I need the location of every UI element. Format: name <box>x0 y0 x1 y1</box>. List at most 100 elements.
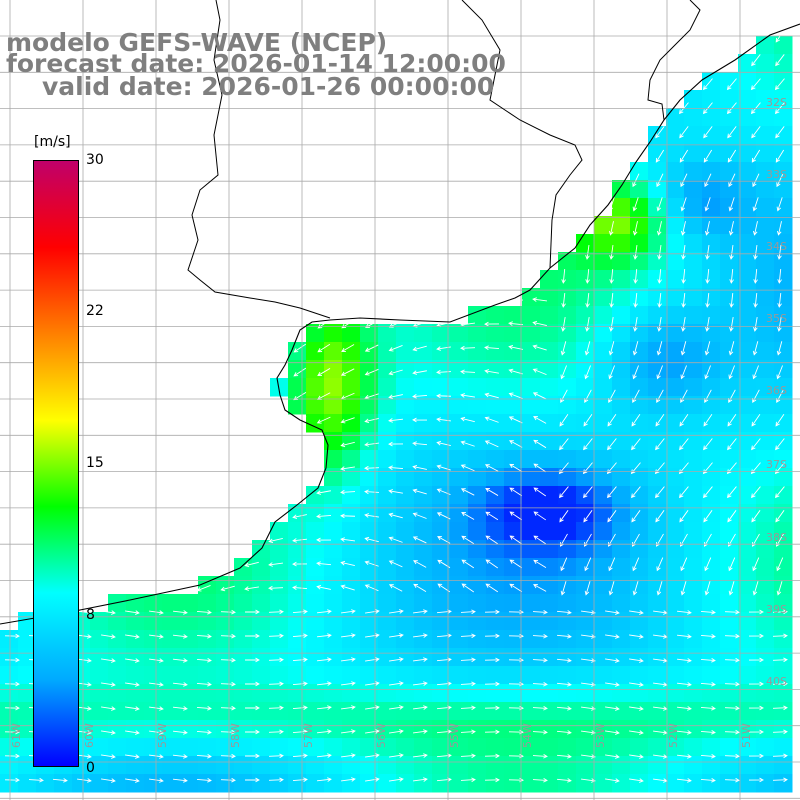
wind-cell <box>252 612 271 631</box>
wind-cell <box>630 612 649 631</box>
wind-arrow <box>341 705 356 710</box>
wind-arrow <box>748 729 764 735</box>
wind-cell <box>324 576 343 595</box>
wind-cell <box>234 738 253 757</box>
wind-cell <box>738 648 757 667</box>
wind-cell <box>666 522 685 541</box>
wind-cell <box>558 486 577 505</box>
wind-cell <box>306 738 325 757</box>
wind-cell <box>738 54 757 73</box>
wind-cell <box>756 198 775 217</box>
wind-cell <box>486 324 505 343</box>
wind-arrow <box>700 633 716 639</box>
wind-cell <box>252 774 271 793</box>
wind-arrow <box>532 633 548 639</box>
wind-cell <box>756 342 775 361</box>
wind-cell <box>450 486 469 505</box>
wind-arrow <box>460 345 476 351</box>
wind-arrow <box>508 392 523 399</box>
wind-cell <box>756 108 775 127</box>
wind-cell <box>648 612 667 631</box>
wind-arrow <box>581 730 596 735</box>
wind-cell <box>432 396 451 415</box>
wind-cell <box>576 540 595 559</box>
wind-arrow <box>125 730 140 735</box>
wind-arrow <box>751 126 761 139</box>
wind-cell <box>396 558 415 577</box>
wind-cell <box>684 684 703 703</box>
wind-cell <box>558 594 577 613</box>
wind-cell <box>378 738 397 757</box>
wind-arrow <box>364 368 379 376</box>
wind-cell <box>558 612 577 631</box>
wind-speed-field <box>0 36 793 793</box>
wind-cell <box>378 558 397 577</box>
wind-cell <box>720 90 739 109</box>
wind-cell <box>684 342 703 361</box>
wind-cell <box>612 666 631 685</box>
wind-cell <box>738 450 757 469</box>
wind-cell <box>576 666 595 685</box>
wind-arrow <box>388 418 404 423</box>
wind-cell <box>324 522 343 541</box>
wind-cell <box>486 720 505 739</box>
wind-arrow <box>585 292 590 308</box>
wind-cell <box>630 162 649 181</box>
wind-cell <box>558 666 577 685</box>
wind-arrow <box>508 345 523 350</box>
wind-arrow <box>484 392 499 399</box>
wind-cell <box>594 396 613 415</box>
wind-arrow <box>704 197 711 212</box>
wind-cell <box>450 720 469 739</box>
wind-cell <box>342 378 361 397</box>
wind-cell <box>720 144 739 163</box>
wind-cell <box>162 720 181 739</box>
wind-arrow <box>584 341 591 356</box>
wind-cell <box>324 360 343 379</box>
wind-cell <box>612 720 631 739</box>
wind-cell <box>540 774 559 793</box>
wind-cell <box>774 630 793 649</box>
wind-cell <box>540 540 559 559</box>
wind-cell <box>324 486 343 505</box>
wind-arrow <box>461 535 475 545</box>
wind-arrow <box>680 581 687 596</box>
wind-cell <box>630 630 649 649</box>
wind-cell <box>738 630 757 649</box>
border-path-2 <box>461 0 583 269</box>
wind-cell <box>774 504 793 523</box>
wind-cell <box>432 630 451 649</box>
wind-cell <box>720 396 739 415</box>
wind-cell <box>594 270 613 289</box>
wind-cell <box>720 324 739 343</box>
wind-cell <box>486 756 505 775</box>
wind-cell <box>486 432 505 451</box>
wind-cell <box>504 486 523 505</box>
wind-cell <box>180 774 199 793</box>
wind-arrow <box>726 102 737 115</box>
wind-cell <box>684 666 703 685</box>
border-path-3 <box>647 0 701 121</box>
wind-cell <box>342 666 361 685</box>
wind-cell <box>576 432 595 451</box>
wind-arrow <box>656 389 664 403</box>
wind-cell <box>270 576 289 595</box>
wind-cell <box>36 774 55 793</box>
wind-cell <box>774 450 793 469</box>
wind-cell <box>666 306 685 325</box>
wind-cell <box>594 216 613 235</box>
wind-cell <box>306 540 325 559</box>
wind-cell <box>702 270 721 289</box>
wind-cell <box>666 360 685 379</box>
wind-cell <box>450 396 469 415</box>
wind-cell <box>576 702 595 721</box>
wind-cell <box>666 144 685 163</box>
wind-cell <box>774 576 793 595</box>
wind-cell <box>666 378 685 397</box>
wind-cell <box>756 270 775 289</box>
wind-cell <box>666 234 685 253</box>
wind-cell <box>720 288 739 307</box>
wind-cell <box>702 216 721 235</box>
wind-cell <box>684 324 703 343</box>
wind-arrow <box>244 633 260 639</box>
